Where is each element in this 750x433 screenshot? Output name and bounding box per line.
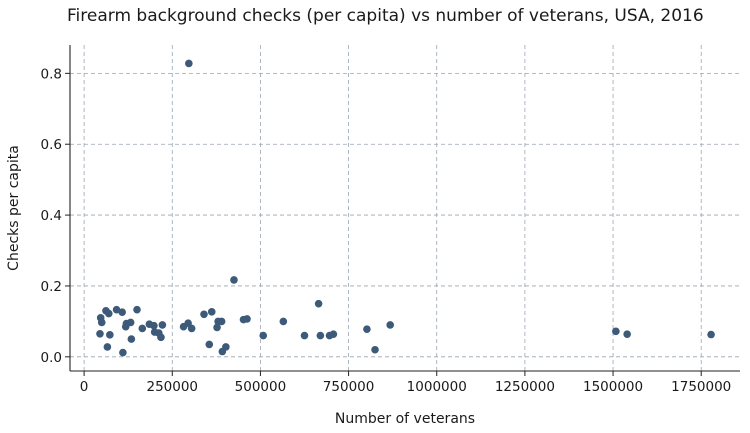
- x-tick-label: 750000: [323, 379, 375, 395]
- data-point: [185, 59, 193, 68]
- data-point: [126, 318, 135, 327]
- data-point: [150, 321, 158, 330]
- data-point: [96, 329, 104, 338]
- y-axis-ticks: 0.0 0.2 0.4 0.6 0.8: [41, 66, 70, 366]
- x-tick-label: 1250000: [495, 379, 555, 395]
- data-point: [707, 330, 715, 339]
- data-point: [243, 315, 251, 323]
- data-points: [96, 59, 715, 357]
- y-tick-label: 0.8: [41, 66, 62, 82]
- chart-title: Firearm background checks (per capita) v…: [67, 6, 704, 26]
- data-point: [104, 309, 113, 318]
- data-point: [279, 317, 288, 326]
- data-point: [612, 327, 620, 336]
- grid-lines: [70, 45, 740, 371]
- y-tick-label: 0.6: [41, 137, 62, 153]
- axes-spines: [69, 45, 740, 372]
- data-point: [97, 318, 106, 327]
- data-point: [106, 331, 114, 339]
- data-point: [205, 340, 214, 349]
- data-point: [200, 310, 208, 319]
- data-point: [187, 324, 196, 333]
- data-point: [158, 321, 167, 329]
- data-point: [133, 305, 141, 314]
- data-point: [386, 321, 394, 329]
- x-tick-label: 500000: [235, 379, 287, 395]
- x-tick-label: 250000: [146, 379, 198, 395]
- data-point: [222, 343, 230, 351]
- data-point: [314, 299, 323, 308]
- y-tick-label: 0.4: [41, 208, 62, 224]
- x-tick-label: 1000000: [407, 379, 467, 395]
- data-point: [118, 308, 126, 316]
- data-point: [213, 323, 221, 332]
- x-tick-label: 0: [80, 379, 89, 395]
- data-point: [259, 331, 268, 340]
- x-tick-label: 1750000: [671, 379, 731, 395]
- y-tick-label: 0.0: [41, 350, 62, 366]
- data-point: [371, 345, 379, 354]
- y-axis-label: Checks per capita: [6, 145, 22, 271]
- data-point: [316, 331, 325, 340]
- data-point: [329, 330, 338, 338]
- x-axis-ticks: 0 250000 500000 750000 1000000 1250000 1500000…: [80, 371, 731, 395]
- data-point: [138, 324, 147, 333]
- data-point: [363, 325, 371, 333]
- data-point: [157, 333, 165, 342]
- x-tick-label: 1500000: [583, 379, 643, 395]
- y-tick-label: 0.2: [41, 279, 62, 295]
- data-point: [217, 317, 226, 326]
- data-point: [300, 331, 309, 340]
- x-axis-label: Number of veterans: [335, 411, 475, 427]
- data-point: [207, 308, 216, 316]
- data-point: [230, 276, 238, 284]
- data-point: [119, 348, 127, 357]
- data-point: [103, 343, 112, 351]
- data-point: [623, 330, 631, 338]
- data-point: [127, 335, 136, 343]
